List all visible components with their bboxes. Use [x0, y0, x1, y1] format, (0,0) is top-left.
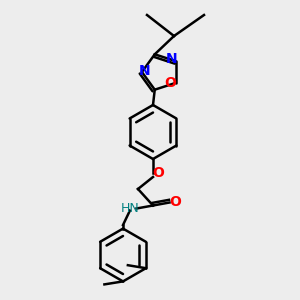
Text: N: N: [139, 64, 151, 77]
Text: HN: HN: [121, 202, 140, 215]
Text: O: O: [164, 76, 176, 90]
Text: N: N: [166, 52, 178, 66]
Text: O: O: [152, 166, 164, 179]
Text: O: O: [169, 196, 181, 209]
